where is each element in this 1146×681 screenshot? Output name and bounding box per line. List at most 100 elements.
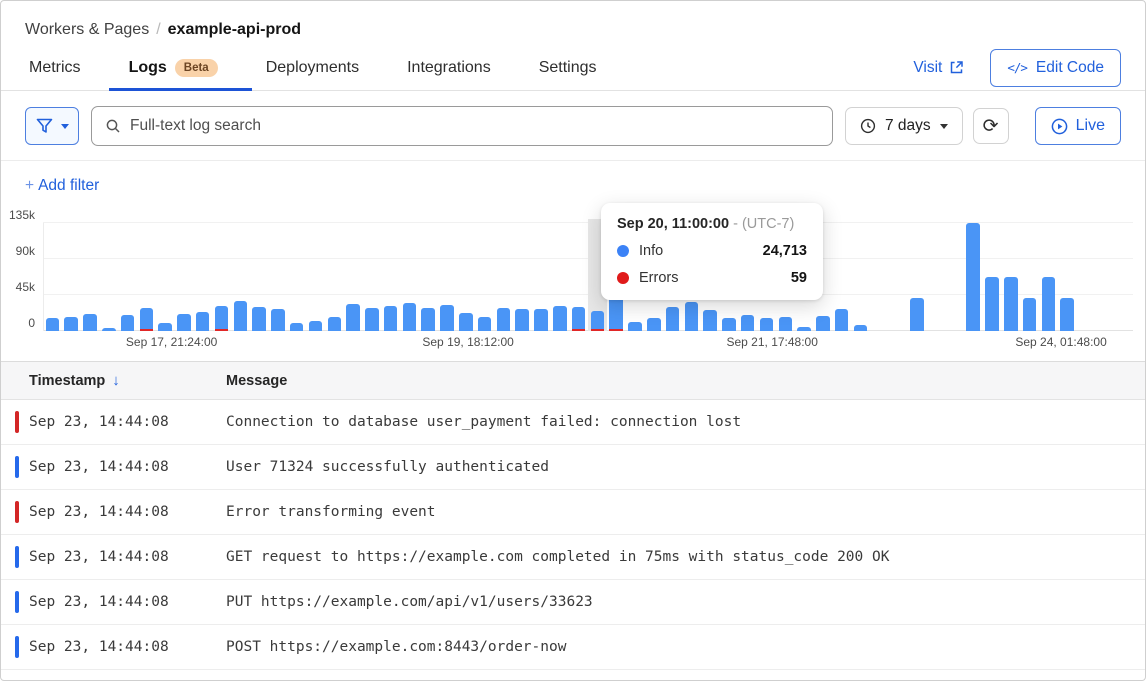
log-row[interactable]: Sep 23, 14:44:08 Connection to database u… <box>1 400 1145 445</box>
log-volume-bar[interactable] <box>233 300 248 331</box>
live-button[interactable]: Live <box>1034 107 1121 145</box>
log-volume-bar[interactable] <box>139 308 154 331</box>
log-volume-bar[interactable] <box>158 323 172 331</box>
log-volume-bar[interactable] <box>477 317 492 331</box>
log-row[interactable]: Sep 23, 14:44:08 POST https://example.com… <box>1 625 1145 670</box>
log-volume-bar[interactable] <box>195 311 210 331</box>
log-volume-bar[interactable] <box>553 306 567 331</box>
log-volume-bar[interactable] <box>534 309 548 331</box>
y-tick-label: 90k <box>15 244 35 258</box>
tooltip-series-label: Errors <box>639 270 679 286</box>
log-volume-bar[interactable] <box>722 318 736 331</box>
log-volume-bar[interactable] <box>177 314 191 331</box>
log-volume-bar[interactable] <box>496 307 511 331</box>
log-volume-bar[interactable] <box>83 314 97 331</box>
log-search[interactable] <box>91 106 833 146</box>
error-segment <box>214 329 229 331</box>
add-filter-button[interactable]: + Add filter <box>25 177 99 194</box>
log-volume-bar[interactable] <box>985 276 999 331</box>
log-volume-bar[interactable] <box>459 312 473 331</box>
log-volume-bar[interactable] <box>910 298 924 331</box>
severity-indicator-error <box>15 411 19 433</box>
filter-dropdown-button[interactable] <box>25 107 79 145</box>
tab-label: Settings <box>538 58 597 76</box>
log-volume-bar[interactable] <box>421 307 435 331</box>
tab-settings[interactable]: Settings <box>535 45 601 90</box>
log-volume-bar[interactable] <box>271 308 285 331</box>
log-volume-bar[interactable] <box>252 307 266 331</box>
log-volume-bar[interactable] <box>308 320 323 331</box>
log-volume-bar[interactable] <box>402 303 417 331</box>
log-volume-bar[interactable] <box>740 315 755 331</box>
log-volume-bar[interactable] <box>1004 276 1018 331</box>
log-volume-bar[interactable] <box>684 302 699 331</box>
play-circle-icon <box>1051 118 1067 134</box>
log-volume-bar[interactable] <box>102 327 116 331</box>
tab-deployments[interactable]: Deployments <box>262 45 363 90</box>
refresh-button[interactable]: ⟳ <box>972 108 1009 144</box>
log-row[interactable]: Sep 23, 14:44:08 GET request to https://e… <box>1 535 1145 580</box>
code-icon: </> <box>1007 60 1028 75</box>
log-volume-bar[interactable] <box>1041 276 1056 331</box>
log-volume-chart: 0 45k 90k 135k Sep 17, 21:24:00 Sep 19, 18:1… <box>1 208 1145 351</box>
timestamp-column-header[interactable]: Timestamp ↓ <box>29 372 120 389</box>
log-volume-bar[interactable] <box>45 318 60 331</box>
log-timestamp: Sep 23, 14:44:08 <box>29 504 169 520</box>
tooltip-series-row: Info 24,713 <box>617 243 807 259</box>
tooltip-series-label: Info <box>639 243 664 259</box>
severity-indicator-info <box>15 456 19 478</box>
tab-integrations[interactable]: Integrations <box>403 45 495 90</box>
tab-metrics[interactable]: Metrics <box>25 45 85 90</box>
log-row[interactable]: Sep 23, 14:44:08 User 71324 successfully … <box>1 445 1145 490</box>
log-volume-bar[interactable] <box>346 303 360 331</box>
log-volume-bar[interactable] <box>665 307 680 331</box>
log-volume-bar[interactable] <box>440 304 454 331</box>
log-row[interactable]: Sep 23, 14:44:08 PUT https://example.com/… <box>1 580 1145 625</box>
log-message: GET request to https://example.com compl… <box>226 549 890 565</box>
severity-indicator-info <box>15 636 19 658</box>
tooltip-series-value: 24,713 <box>762 243 807 259</box>
edit-code-label: Edit Code <box>1035 58 1104 76</box>
log-message: User 71324 successfully authenticated <box>226 459 550 475</box>
chart-plot-area: 0 45k 90k 135k <box>9 208 1133 331</box>
log-volume-bar[interactable] <box>759 318 774 331</box>
breadcrumb-section[interactable]: Workers & Pages <box>25 21 150 38</box>
log-volume-bar[interactable] <box>703 310 717 331</box>
log-volume-bar[interactable] <box>64 317 78 331</box>
log-volume-bar[interactable] <box>966 223 980 331</box>
tab-logs[interactable]: Logs Beta <box>108 45 252 91</box>
log-volume-bar[interactable] <box>214 305 229 331</box>
log-volume-bar[interactable] <box>590 311 605 331</box>
log-volume-bar[interactable] <box>778 316 793 331</box>
log-table-body: Sep 23, 14:44:08 Connection to database u… <box>1 400 1145 670</box>
log-volume-bar[interactable] <box>1022 298 1037 331</box>
search-input[interactable] <box>130 117 819 135</box>
log-volume-bar[interactable] <box>515 309 529 331</box>
log-volume-bar[interactable] <box>628 322 642 331</box>
log-volume-bar[interactable] <box>120 315 135 331</box>
log-table-header: Timestamp ↓ Message <box>1 362 1145 400</box>
log-volume-bar[interactable] <box>365 307 379 331</box>
sort-descending-icon[interactable]: ↓ <box>112 372 120 389</box>
log-volume-bar[interactable] <box>383 306 398 331</box>
log-timestamp: Sep 23, 14:44:08 <box>29 594 169 610</box>
live-label: Live <box>1075 117 1105 134</box>
log-row[interactable]: Sep 23, 14:44:08 Error transforming event <box>1 490 1145 535</box>
log-volume-bar[interactable] <box>327 316 342 331</box>
x-tick-label: Sep 24, 01:48:00 <box>1015 335 1107 349</box>
edit-code-button[interactable]: </> Edit Code <box>990 48 1121 87</box>
time-range-dropdown[interactable]: 7 days <box>844 107 963 145</box>
log-volume-bar[interactable] <box>289 323 304 331</box>
log-volume-bar[interactable] <box>647 318 661 331</box>
log-volume-bar[interactable] <box>1060 298 1074 331</box>
log-volume-bar[interactable] <box>797 327 811 331</box>
add-filter-row: + Add filter <box>1 161 1145 209</box>
log-volume-bar[interactable] <box>571 306 586 331</box>
tooltip-series-value: 59 <box>790 270 807 286</box>
log-volume-bar[interactable] <box>816 315 830 331</box>
visit-link[interactable]: Visit <box>913 59 964 77</box>
x-tick-label: Sep 19, 18:12:00 <box>422 335 514 349</box>
log-message: POST https://example.com:8443/order-now <box>226 639 567 655</box>
log-volume-bar[interactable] <box>853 325 868 331</box>
log-volume-bar[interactable] <box>834 309 849 331</box>
